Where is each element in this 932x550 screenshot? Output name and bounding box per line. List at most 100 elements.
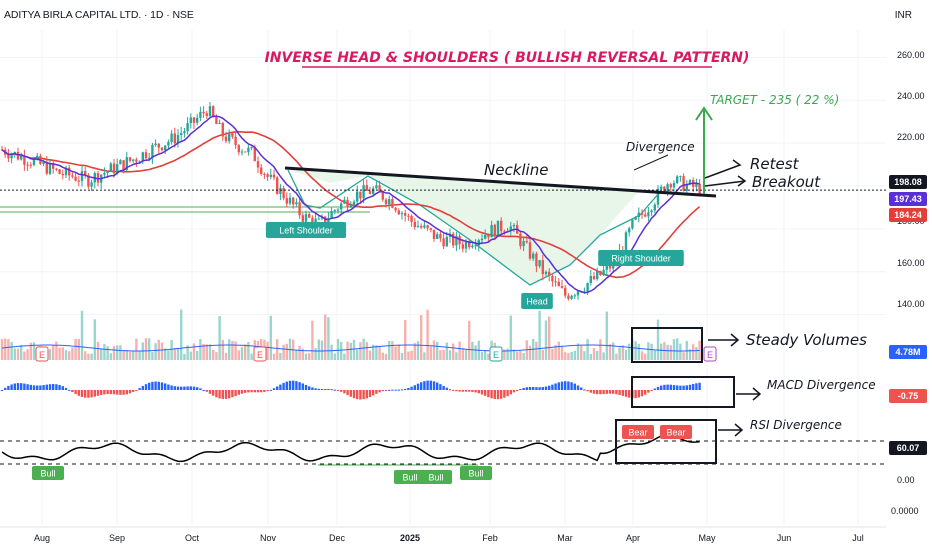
macd-bar bbox=[77, 390, 80, 396]
macd-bar bbox=[304, 384, 308, 390]
candle-body bbox=[32, 159, 36, 165]
candle-body bbox=[596, 270, 599, 280]
macd-bar bbox=[560, 381, 564, 390]
divergence-line bbox=[633, 154, 669, 171]
macd-bar bbox=[151, 381, 154, 390]
candle-body bbox=[202, 111, 205, 114]
volume-bar bbox=[388, 340, 391, 360]
macd-bar bbox=[407, 387, 410, 390]
candle-body bbox=[71, 175, 74, 177]
candle-body bbox=[333, 210, 336, 212]
volume-bar bbox=[410, 350, 413, 360]
candle-body bbox=[224, 136, 228, 142]
macd-bar bbox=[464, 390, 468, 392]
rsi-arrow bbox=[718, 423, 744, 437]
volume-bar bbox=[55, 341, 58, 360]
time-tick-label: May bbox=[698, 533, 716, 543]
volume-bar bbox=[602, 352, 605, 360]
candle-body bbox=[58, 169, 61, 174]
macd-bar bbox=[167, 384, 170, 390]
candle-body bbox=[410, 216, 413, 222]
volume-bar bbox=[231, 340, 234, 360]
macd-bar bbox=[634, 390, 637, 399]
volume-bar bbox=[522, 353, 525, 360]
rsi-bull-label-bg bbox=[394, 470, 426, 484]
earnings-marker-label: E bbox=[707, 350, 713, 360]
volume-bar bbox=[32, 342, 36, 360]
candle-body bbox=[340, 203, 343, 210]
macd-bar bbox=[557, 382, 560, 390]
macd-bar bbox=[45, 384, 48, 390]
retest-arrow bbox=[704, 159, 742, 179]
volume-bar bbox=[333, 353, 336, 360]
volume-bar bbox=[362, 338, 365, 360]
macd-bar bbox=[212, 390, 215, 396]
extra-tick-label: 0.0000 bbox=[891, 506, 919, 516]
macd-bar bbox=[532, 387, 535, 390]
macd-bar bbox=[7, 385, 10, 390]
volume-bar bbox=[90, 353, 93, 360]
candle-body bbox=[199, 111, 202, 118]
volume-bar bbox=[154, 343, 157, 360]
candle-body bbox=[112, 163, 116, 174]
volume-bar bbox=[580, 345, 583, 360]
macd-bar bbox=[36, 385, 39, 390]
candle-body bbox=[234, 136, 237, 146]
symbol-header[interactable]: ADITYA BIRLA CAPITAL LTD. · 1D · NSE bbox=[4, 9, 194, 21]
volume-bar bbox=[474, 345, 477, 360]
macd-bar bbox=[292, 380, 295, 390]
volume-bar bbox=[212, 349, 215, 360]
macd-bar bbox=[311, 387, 314, 390]
candle-body bbox=[308, 214, 311, 218]
candle-body bbox=[640, 212, 644, 215]
macd-bar bbox=[564, 381, 567, 390]
macd-bar bbox=[455, 390, 458, 392]
volume-bar bbox=[663, 342, 666, 360]
candle-body bbox=[592, 276, 596, 280]
macd-bar bbox=[608, 390, 612, 394]
time-tick-label: Sep bbox=[109, 533, 125, 543]
volume-bar bbox=[173, 348, 176, 360]
volume-bar bbox=[84, 351, 87, 360]
candle-body bbox=[26, 164, 29, 166]
price-tick-label: 220.00 bbox=[897, 132, 925, 142]
candle-body bbox=[404, 213, 407, 216]
volume-bar bbox=[26, 349, 29, 360]
candle-body bbox=[292, 197, 295, 205]
macd-bar bbox=[100, 390, 103, 396]
candle-body bbox=[106, 171, 109, 174]
macd-bar bbox=[618, 390, 621, 395]
volume-bar bbox=[240, 347, 244, 360]
volume-bar bbox=[548, 316, 551, 360]
volume-bar bbox=[442, 349, 445, 360]
candle-body bbox=[61, 173, 64, 176]
volume-bar bbox=[368, 350, 372, 360]
candle-body bbox=[496, 220, 500, 237]
candle-body bbox=[528, 242, 532, 259]
candle-body bbox=[116, 164, 119, 174]
macd-bar bbox=[308, 386, 311, 390]
candle-body bbox=[669, 184, 672, 188]
macd-bar bbox=[276, 386, 279, 390]
volume-bar bbox=[391, 341, 394, 360]
volume-box bbox=[631, 327, 703, 363]
candle-body bbox=[132, 159, 135, 161]
candle-body bbox=[90, 182, 93, 187]
candle-body bbox=[55, 168, 58, 170]
candle-body bbox=[586, 283, 589, 292]
candle-body bbox=[522, 241, 525, 247]
candle-body bbox=[349, 205, 352, 208]
volume-bar bbox=[272, 353, 276, 360]
volume-bar bbox=[336, 339, 340, 360]
macd-bar bbox=[0, 390, 4, 391]
volume-bar bbox=[445, 342, 448, 360]
candle-body bbox=[532, 253, 535, 259]
volume-bar bbox=[484, 350, 487, 360]
volume-bar bbox=[314, 348, 317, 360]
candle-body bbox=[135, 159, 138, 162]
price-badge: 197.43 bbox=[894, 194, 922, 204]
macd-bar bbox=[692, 384, 695, 390]
macd-bar bbox=[573, 383, 576, 390]
macd-bar bbox=[228, 390, 231, 399]
